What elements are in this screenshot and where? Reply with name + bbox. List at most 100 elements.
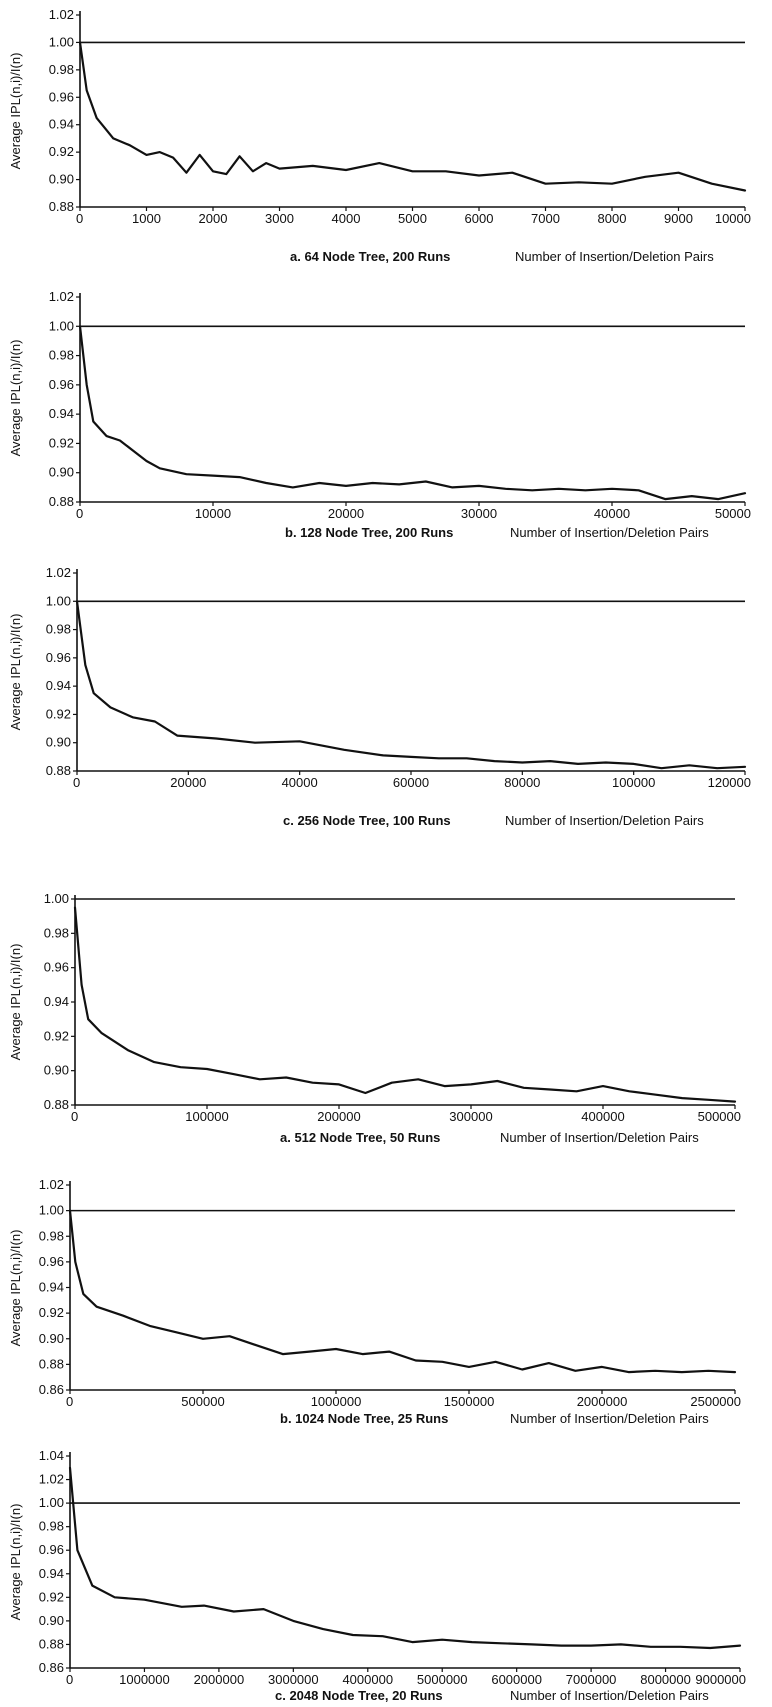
y-tick-label: 0.88 (46, 763, 71, 778)
x-tick-label: 400000 (581, 1109, 624, 1124)
chart-panel: 0.88 0.90 0.92 0.94 0.96 0.98 1.00 1.02 0 10000 20… (8, 289, 751, 540)
y-axis-label: Average IPL(n,i)/I(n) (8, 53, 23, 170)
y-tick-label: 0.90 (49, 465, 74, 480)
x-tick-label: 0 (73, 775, 80, 790)
y-tick-label: 1.02 (39, 1472, 64, 1487)
y-tick-label: 1.00 (46, 593, 71, 608)
series-line (68, 1209, 737, 1374)
y-tick-label: 0.86 (39, 1382, 64, 1397)
y-tick-label: 1.04 (39, 1448, 64, 1463)
x-tick-label: 500000 (181, 1394, 224, 1409)
x-tick-label: 10000 (715, 211, 751, 226)
x-tick-label: 10000 (195, 506, 231, 521)
x-tick-label: 40000 (282, 775, 318, 790)
x-tick-label: 300000 (449, 1109, 492, 1124)
chart-caption: a. 512 Node Tree, 50 Runs (280, 1130, 440, 1145)
x-tick-label: 6000000 (491, 1672, 542, 1687)
x-tick-label: 30000 (461, 506, 497, 521)
y-tick-label: 0.96 (39, 1542, 64, 1557)
x-tick-label: 100000 (612, 775, 655, 790)
y-tick-label: 0.94 (39, 1566, 64, 1581)
y-axis-label: Average IPL(n,i)/I(n) (8, 944, 23, 1061)
y-tick-label: 0.98 (49, 348, 74, 363)
y-axis-label: Average IPL(n,i)/I(n) (8, 340, 23, 457)
series-line (78, 325, 747, 501)
y-tick-label: 0.96 (39, 1254, 64, 1269)
x-tick-label: 40000 (594, 506, 630, 521)
y-tick-label: 0.90 (39, 1613, 64, 1628)
x-tick-label: 6000 (465, 211, 494, 226)
x-tick-label: 0 (76, 506, 83, 521)
y-tick-label: 0.98 (44, 925, 69, 940)
chart-panel: 0.86 0.88 0.90 0.92 0.94 0.96 0.98 1.00 1.02 0 500… (8, 1177, 741, 1426)
chart-caption: b. 1024 Node Tree, 25 Runs (280, 1411, 448, 1426)
y-tick-label: 0.94 (49, 406, 74, 421)
x-tick-label: 100000 (185, 1109, 228, 1124)
y-tick-label: 0.98 (46, 622, 71, 637)
y-tick-label: 0.88 (49, 199, 74, 214)
y-tick-label: 0.92 (39, 1589, 64, 1604)
y-tick-label: 0.92 (44, 1028, 69, 1043)
y-tick-label: 1.02 (49, 7, 74, 22)
y-tick-label: 1.00 (44, 891, 69, 906)
x-tick-label: 2000000 (577, 1394, 628, 1409)
x-tick-label: 2000000 (194, 1672, 245, 1687)
series-line (68, 1466, 742, 1650)
y-tick-label: 0.88 (39, 1356, 64, 1371)
x-tick-label: 50000 (715, 506, 751, 521)
x-tick-label: 2000 (199, 211, 228, 226)
x-tick-label: 4000 (332, 211, 361, 226)
x-tick-label: 0 (66, 1394, 73, 1409)
series-line (75, 600, 747, 770)
y-tick-label: 0.98 (39, 1519, 64, 1534)
x-tick-label: 1000 (132, 211, 161, 226)
x-tick-label: 500000 (698, 1109, 741, 1124)
y-tick-label: 0.94 (39, 1280, 64, 1295)
y-axis-label: Average IPL(n,i)/I(n) (8, 1504, 23, 1621)
y-tick-label: 0.96 (44, 960, 69, 975)
y-tick-label: 0.92 (49, 435, 74, 450)
x-tick-label: 1500000 (444, 1394, 495, 1409)
chart-caption: c. 2048 Node Tree, 20 Runs (275, 1688, 443, 1703)
chart-caption: b. 128 Node Tree, 200 Runs (285, 525, 453, 540)
x-tick-label: 3000 (265, 211, 294, 226)
x-tick-label: 2500000 (690, 1394, 741, 1409)
y-tick-label: 0.98 (49, 62, 74, 77)
x-tick-label: 4000000 (342, 1672, 393, 1687)
y-tick-label: 0.90 (39, 1331, 64, 1346)
chart-panel: 0.88 0.90 0.92 0.94 0.96 0.98 1.00 0 100000 20000… (8, 891, 741, 1145)
x-tick-label: 200000 (317, 1109, 360, 1124)
chart-caption: a. 64 Node Tree, 200 Runs (290, 249, 450, 264)
y-tick-label: 0.88 (39, 1636, 64, 1651)
y-tick-label: 0.92 (46, 706, 71, 721)
x-tick-label: 0 (76, 211, 83, 226)
x-tick-label: 9000 (664, 211, 693, 226)
y-axis-label: Average IPL(n,i)/I(n) (8, 1230, 23, 1347)
chart-panel: 0.88 0.90 0.92 0.94 0.96 0.98 1.00 1.02 0 20000 40… (8, 565, 751, 828)
x-tick-label: 1000000 (119, 1672, 170, 1687)
y-tick-label: 0.92 (39, 1305, 64, 1320)
x-tick-label: 5000000 (417, 1672, 468, 1687)
x-axis-label: Number of Insertion/Deletion Pairs (505, 813, 704, 828)
y-tick-label: 1.00 (39, 1203, 64, 1218)
y-tick-label: 1.00 (49, 318, 74, 333)
y-tick-label: 0.88 (49, 494, 74, 509)
x-tick-label: 8000 (598, 211, 627, 226)
y-axis-label: Average IPL(n,i)/I(n) (8, 614, 23, 731)
y-tick-label: 0.96 (46, 650, 71, 665)
y-tick-label: 1.00 (39, 1495, 64, 1510)
x-tick-label: 7000000 (566, 1672, 617, 1687)
x-axis-label: Number of Insertion/Deletion Pairs (510, 1411, 709, 1426)
y-tick-label: 0.90 (46, 735, 71, 750)
x-tick-label: 3000000 (268, 1672, 319, 1687)
x-tick-label: 1000000 (311, 1394, 362, 1409)
x-tick-label: 20000 (170, 775, 206, 790)
x-tick-label: 0 (71, 1109, 78, 1124)
x-tick-label: 120000 (708, 775, 751, 790)
chart-panel: 0.88 0.90 0.92 0.94 0.96 0.98 1.00 1.02 0 1000 200… (8, 7, 751, 264)
y-tick-label: 1.02 (46, 565, 71, 580)
y-tick-label: 0.90 (44, 1063, 69, 1078)
y-tick-label: 1.02 (39, 1177, 64, 1192)
